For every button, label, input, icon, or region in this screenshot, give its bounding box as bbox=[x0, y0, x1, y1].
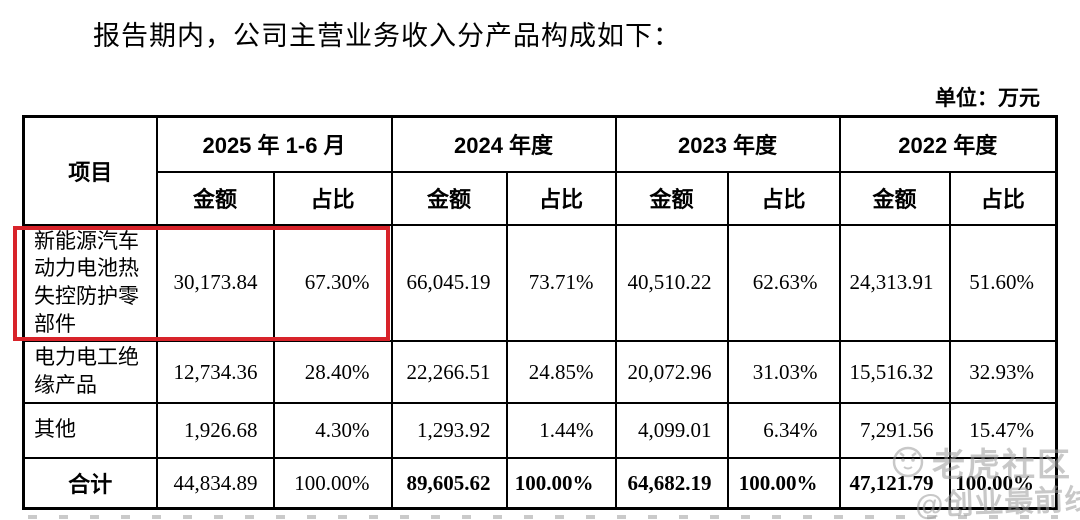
cell-ratio: 4.30% bbox=[272, 401, 393, 459]
cell-amount: 1,293.92 bbox=[390, 401, 508, 459]
cell-amount: 1,926.68 bbox=[155, 401, 275, 459]
table-row: 电力电工绝缘产品 12,734.36 28.40% 22,266.51 24.8… bbox=[22, 340, 1058, 404]
watermark-handle-text: @创业最前线 bbox=[914, 483, 1080, 520]
unit-label: 单位：万元 bbox=[935, 87, 1040, 110]
cell-amount: 20,072.96 bbox=[614, 340, 729, 404]
cell-ratio: 15.47% bbox=[948, 401, 1058, 459]
cell-amount: 24,313.91 bbox=[838, 223, 951, 343]
cell-ratio: 28.40% bbox=[272, 340, 393, 404]
cell-amount: 40,510.22 bbox=[614, 223, 729, 343]
row-item-name: 新能源汽车动力电池热失控防护零部件 bbox=[22, 223, 158, 343]
cell-amount: 44,834.89 bbox=[155, 456, 275, 510]
watermark-brand-line: 老虎社区 bbox=[892, 438, 1072, 486]
col-header-period-2024: 2024 年度 bbox=[390, 115, 617, 173]
revenue-by-product-table: 项目 2025 年 1-6 月 2024 年度 2023 年度 2022 年度 … bbox=[22, 115, 1059, 511]
col-header-item: 项目 bbox=[22, 115, 158, 226]
subheader-ratio-2025: 占比 bbox=[272, 170, 393, 226]
cell-amount: 15,516.32 bbox=[838, 340, 951, 404]
cell-ratio: 67.30% bbox=[272, 223, 393, 343]
cell-amount: 7,291.56 bbox=[838, 401, 951, 459]
cell-amount: 89,605.62 bbox=[390, 456, 508, 510]
cell-ratio: 31.03% bbox=[726, 340, 841, 404]
cell-ratio: 24.85% bbox=[505, 340, 617, 404]
cell-amount: 64,682.19 bbox=[614, 456, 729, 510]
cell-ratio: 32.93% bbox=[948, 340, 1058, 404]
row-item-name: 电力电工绝缘产品 bbox=[22, 340, 158, 404]
cell-ratio: 51.60% bbox=[948, 223, 1058, 343]
cell-ratio: 100.00% bbox=[726, 456, 841, 510]
cell-amount: 4,099.01 bbox=[614, 401, 729, 459]
cell-ratio: 100.00% bbox=[272, 456, 393, 510]
subheader-ratio-2023: 占比 bbox=[726, 170, 841, 226]
col-header-period-2023: 2023 年度 bbox=[614, 115, 841, 173]
subheader-ratio-2024: 占比 bbox=[505, 170, 617, 226]
cell-ratio: 62.63% bbox=[726, 223, 841, 343]
cutoff-text-remnant bbox=[28, 515, 1058, 519]
cell-ratio: 100.00% bbox=[948, 456, 1058, 510]
row-item-name: 合计 bbox=[22, 456, 158, 510]
cell-amount: 12,734.36 bbox=[155, 340, 275, 404]
subheader-amount-2023: 金额 bbox=[614, 170, 729, 226]
cell-amount: 22,266.51 bbox=[390, 340, 508, 404]
cell-ratio: 100.00% bbox=[505, 456, 617, 510]
subheader-amount-2022: 金额 bbox=[838, 170, 951, 226]
tiger-logo-icon bbox=[892, 446, 924, 478]
cell-amount: 30,173.84 bbox=[155, 223, 275, 343]
row-item-name: 其他 bbox=[22, 401, 158, 459]
intro-text: 报告期内，公司主营业务收入分产品构成如下： bbox=[93, 21, 681, 51]
subheader-amount-2024: 金额 bbox=[390, 170, 508, 226]
watermark-brand-text: 老虎社区 bbox=[932, 446, 1072, 483]
col-header-period-2025: 2025 年 1-6 月 bbox=[155, 115, 393, 173]
cell-amount: 66,045.19 bbox=[390, 223, 508, 343]
cell-ratio: 1.44% bbox=[505, 401, 617, 459]
table-row: 其他 1,926.68 4.30% 1,293.92 1.44% 4,099.0… bbox=[22, 401, 1058, 459]
table-row-total: 合计 44,834.89 100.00% 89,605.62 100.00% 6… bbox=[22, 456, 1058, 510]
subheader-ratio-2022: 占比 bbox=[948, 170, 1058, 226]
cell-ratio: 73.71% bbox=[505, 223, 617, 343]
subheader-amount-2025: 金额 bbox=[155, 170, 275, 226]
col-header-period-2022: 2022 年度 bbox=[838, 115, 1058, 173]
cell-ratio: 6.34% bbox=[726, 401, 841, 459]
table-row: 新能源汽车动力电池热失控防护零部件 30,173.84 67.30% 66,04… bbox=[22, 223, 1058, 343]
